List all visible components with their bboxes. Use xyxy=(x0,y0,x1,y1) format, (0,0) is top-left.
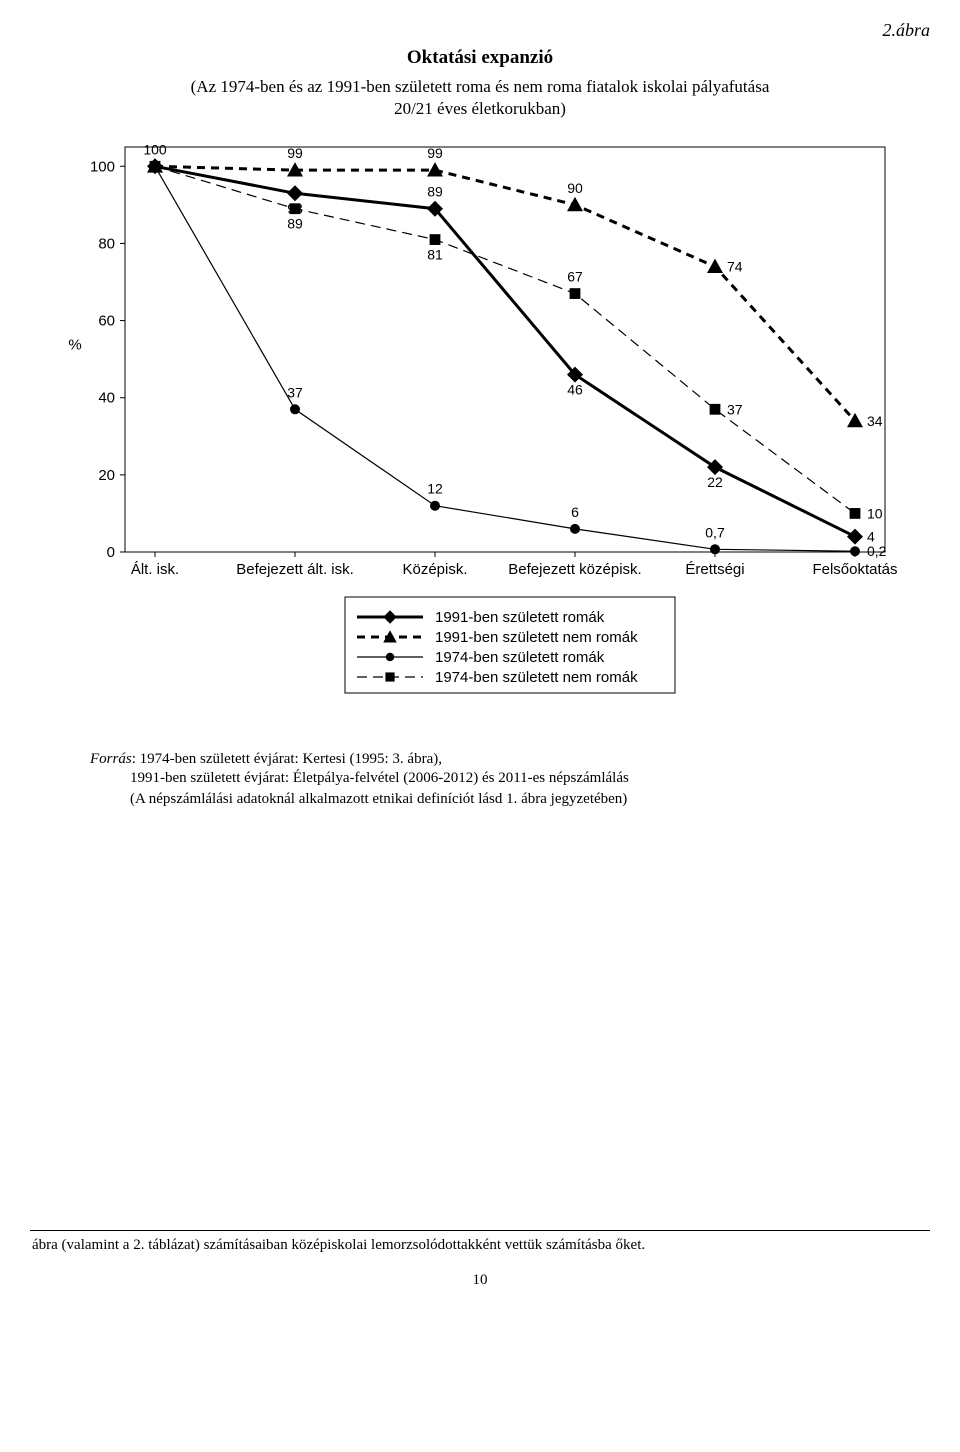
source-line-1: Forrás: 1974-ben született évjárat: Kert… xyxy=(30,751,930,768)
svg-text:1991-ben született nem romák: 1991-ben született nem romák xyxy=(435,629,638,646)
svg-text:90: 90 xyxy=(567,180,583,196)
svg-text:Befejezett ált. isk.: Befejezett ált. isk. xyxy=(236,561,354,578)
svg-text:20: 20 xyxy=(98,467,115,484)
svg-text:22: 22 xyxy=(707,474,723,490)
source-label: Forrás xyxy=(90,751,132,767)
svg-text:99: 99 xyxy=(287,145,303,161)
source-line-2: 1991-ben született évjárat: Életpálya-fe… xyxy=(30,768,930,789)
svg-text:100: 100 xyxy=(143,141,167,157)
svg-text:Középisk.: Középisk. xyxy=(402,561,467,578)
svg-text:81: 81 xyxy=(427,247,443,263)
svg-text:1974-ben született romák: 1974-ben született romák xyxy=(435,649,605,666)
svg-text:Befejezett középisk.: Befejezett középisk. xyxy=(508,561,641,578)
chart-container: 0 20 40 60 80 100% Ált. isk. Befejezett ált. is… xyxy=(30,137,930,717)
svg-text:Ált. isk.: Ált. isk. xyxy=(131,561,179,578)
footnote-separator xyxy=(30,1230,930,1231)
figure-number: 2.ábra xyxy=(30,20,930,41)
svg-text:60: 60 xyxy=(98,313,115,330)
svg-text:80: 80 xyxy=(98,235,115,252)
chart-subtitle-1: (Az 1974-ben és az 1991-ben született ro… xyxy=(30,77,930,97)
svg-text:99: 99 xyxy=(427,145,443,161)
svg-text:34: 34 xyxy=(867,413,883,429)
svg-text:40: 40 xyxy=(98,390,115,407)
svg-text:1991-ben született romák: 1991-ben született romák xyxy=(435,609,605,626)
footnote-text: ábra (valamint a 2. táblázat) számításai… xyxy=(30,1237,930,1254)
chart-subtitle-2: 20/21 éves életkorukban) xyxy=(30,99,930,119)
svg-text:Felsőoktatás: Felsőoktatás xyxy=(812,561,897,578)
svg-text:37: 37 xyxy=(287,384,303,400)
source-body-1: : 1974-ben született évjárat: Kertesi (1… xyxy=(132,751,442,767)
svg-text:46: 46 xyxy=(567,382,583,398)
svg-text:67: 67 xyxy=(567,269,583,285)
svg-text:74: 74 xyxy=(727,259,743,275)
svg-text:0,2: 0,2 xyxy=(867,543,887,559)
svg-text:6: 6 xyxy=(571,504,579,520)
svg-text:0: 0 xyxy=(107,544,115,561)
svg-text:12: 12 xyxy=(427,481,443,497)
svg-text:0,7: 0,7 xyxy=(705,524,725,540)
svg-text:89: 89 xyxy=(427,184,443,200)
svg-text:%: % xyxy=(68,337,81,354)
svg-text:Érettségi: Érettségi xyxy=(685,561,744,578)
chart-title: Oktatási expanzió xyxy=(30,47,930,69)
svg-text:37: 37 xyxy=(727,401,743,417)
svg-text:4: 4 xyxy=(867,529,875,545)
source-line-3: (A népszámlálási adatoknál alkalmazott e… xyxy=(30,789,930,810)
page-number: 10 xyxy=(30,1272,930,1289)
line-chart: 0 20 40 60 80 100% Ált. isk. Befejezett ált. is… xyxy=(45,137,915,717)
svg-text:89: 89 xyxy=(287,216,303,232)
svg-text:1974-ben született nem romák: 1974-ben született nem romák xyxy=(435,669,638,686)
svg-text:10: 10 xyxy=(867,505,883,521)
svg-text:100: 100 xyxy=(90,158,115,175)
